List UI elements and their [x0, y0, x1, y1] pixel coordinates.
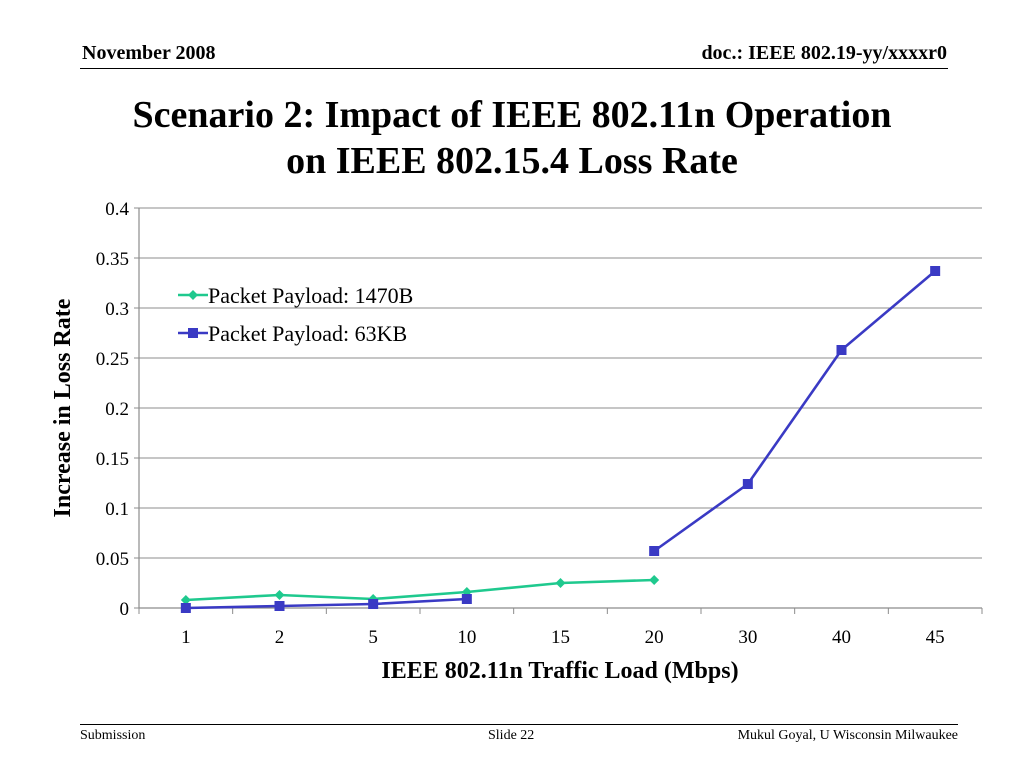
x-tick-label: 40: [832, 627, 851, 648]
x-tick-label: 45: [926, 627, 945, 648]
y-tick-label: 0.25: [96, 349, 129, 370]
x-tick-label: 10: [457, 627, 476, 648]
x-tick-label: 5: [368, 627, 378, 648]
header-divider: [80, 68, 948, 69]
data-point: [180, 595, 191, 605]
data-point: [836, 345, 847, 355]
chart-legend: Packet Payload: 1470B Packet Payload: 63K…: [178, 283, 413, 346]
y-tick-label: 0.3: [105, 299, 129, 320]
data-point: [742, 479, 753, 489]
grid-lines: [139, 207, 982, 559]
y-axis-label: Increase in Loss Rate: [50, 298, 76, 517]
data-point: [555, 578, 566, 588]
chart-series: [180, 266, 941, 613]
data-point: [274, 590, 285, 600]
footer-slide-number: Slide 22: [488, 728, 535, 743]
footer-divider: [80, 724, 958, 725]
x-axis-label: IEEE 802.11n Traffic Load (Mbps): [381, 658, 738, 684]
y-tick-label: 0: [120, 599, 130, 620]
legend-item-1: Packet Payload: 1470B: [178, 283, 413, 308]
series-line: [185, 597, 467, 610]
legend-marker: [188, 328, 198, 338]
footer-author: Mukul Goyal, U Wisconsin Milwaukee: [737, 728, 958, 743]
legend-item-2: Packet Payload: 63KB: [178, 321, 407, 346]
legend-label: Packet Payload: 63KB: [208, 321, 407, 346]
data-point: [274, 601, 285, 611]
slide-title: Scenario 2: Impact of IEEE 802.11n Opera…: [60, 92, 964, 184]
slide-title-line2: on IEEE 802.15.4 Loss Rate: [286, 140, 738, 182]
slide-title-line1: Scenario 2: Impact of IEEE 802.11n Opera…: [132, 94, 892, 136]
y-tick-label: 0.05: [96, 549, 129, 570]
legend-marker: [188, 290, 198, 300]
header-doc-id: doc.: IEEE 802.19-yy/xxxxr0: [701, 42, 947, 64]
x-tick-label: 1: [181, 627, 191, 648]
data-point: [180, 603, 191, 613]
x-tick-label: 20: [645, 627, 664, 648]
y-tick-label: 0.15: [96, 449, 129, 470]
y-tick-label: 0.4: [105, 199, 129, 220]
series-2: [180, 266, 941, 613]
x-tick-label: 15: [551, 627, 570, 648]
legend-label: Packet Payload: 1470B: [208, 283, 413, 308]
x-tick-label: 2: [275, 627, 285, 648]
header-date: November 2008: [82, 42, 216, 64]
tick-labels: 0 0.05 0.1 0.15 0.2 0.25 0.3 0.35 0.4 1 2 5 10 15 20 30…: [96, 199, 945, 648]
x-tick-label: 30: [738, 627, 757, 648]
data-point: [649, 546, 660, 556]
data-point: [649, 575, 660, 585]
chart-axes: [134, 207, 983, 614]
data-point: [461, 594, 472, 604]
data-point: [930, 266, 941, 276]
y-tick-label: 0.2: [105, 399, 129, 420]
series-line: [185, 578, 655, 602]
y-tick-label: 0.35: [96, 249, 129, 270]
series-line: [653, 270, 937, 553]
data-point: [368, 599, 379, 609]
y-tick-label: 0.1: [105, 499, 129, 520]
footer-submission: Submission: [80, 728, 146, 743]
